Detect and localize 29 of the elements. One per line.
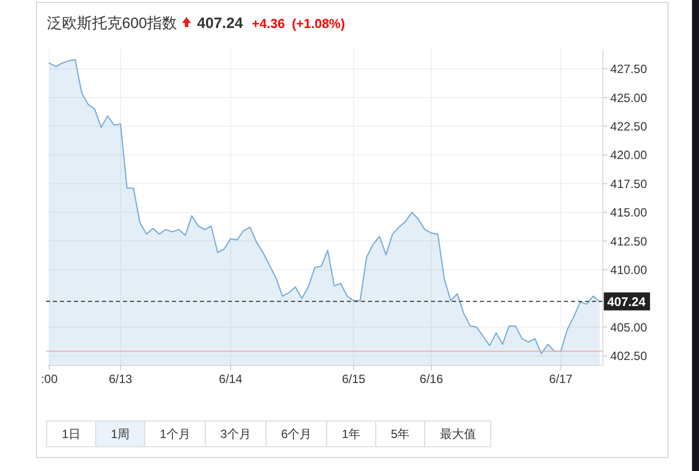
text: 1日 xyxy=(62,427,81,441)
x-tick-label: 6/17 xyxy=(549,372,573,386)
text: 6个月 xyxy=(281,427,312,441)
y-tick-label: 425.00 xyxy=(610,90,648,105)
y-tick-label: 417.50 xyxy=(610,176,648,191)
y-tick-label: 422.50 xyxy=(610,120,648,134)
text: 最大值 xyxy=(440,427,476,441)
text: 1年 xyxy=(342,427,361,441)
y-tick-label: 402.50 xyxy=(610,349,648,364)
ref-line-label: 407.24 xyxy=(607,294,646,309)
x-tick-label: 6/13 xyxy=(108,372,133,386)
y-tick-label: 412.50 xyxy=(610,234,648,248)
y-tick-label: 420.00 xyxy=(610,148,648,162)
x-tick-label: 6/15 xyxy=(342,372,366,386)
text: 407.24 xyxy=(197,15,244,32)
y-tick-label: 415.00 xyxy=(610,206,648,220)
text: 3个月 xyxy=(220,427,252,441)
text: (+1.08%) xyxy=(292,16,345,31)
text: 1个月 xyxy=(160,427,190,441)
x-tick-label: 6/16 xyxy=(420,372,444,386)
y-tick-label: 410.00 xyxy=(610,263,648,278)
text: +4.36 xyxy=(252,16,285,31)
x-tick-label: 6/14 xyxy=(218,372,243,386)
chart-title: 泛欧斯托克600指数 xyxy=(47,15,178,32)
x-tick-label: :00 xyxy=(40,372,58,386)
text: 1周 xyxy=(110,427,130,441)
y-tick-label: 405.00 xyxy=(610,320,648,334)
text: 5年 xyxy=(390,427,410,441)
y-tick-label: 427.50 xyxy=(610,62,648,76)
